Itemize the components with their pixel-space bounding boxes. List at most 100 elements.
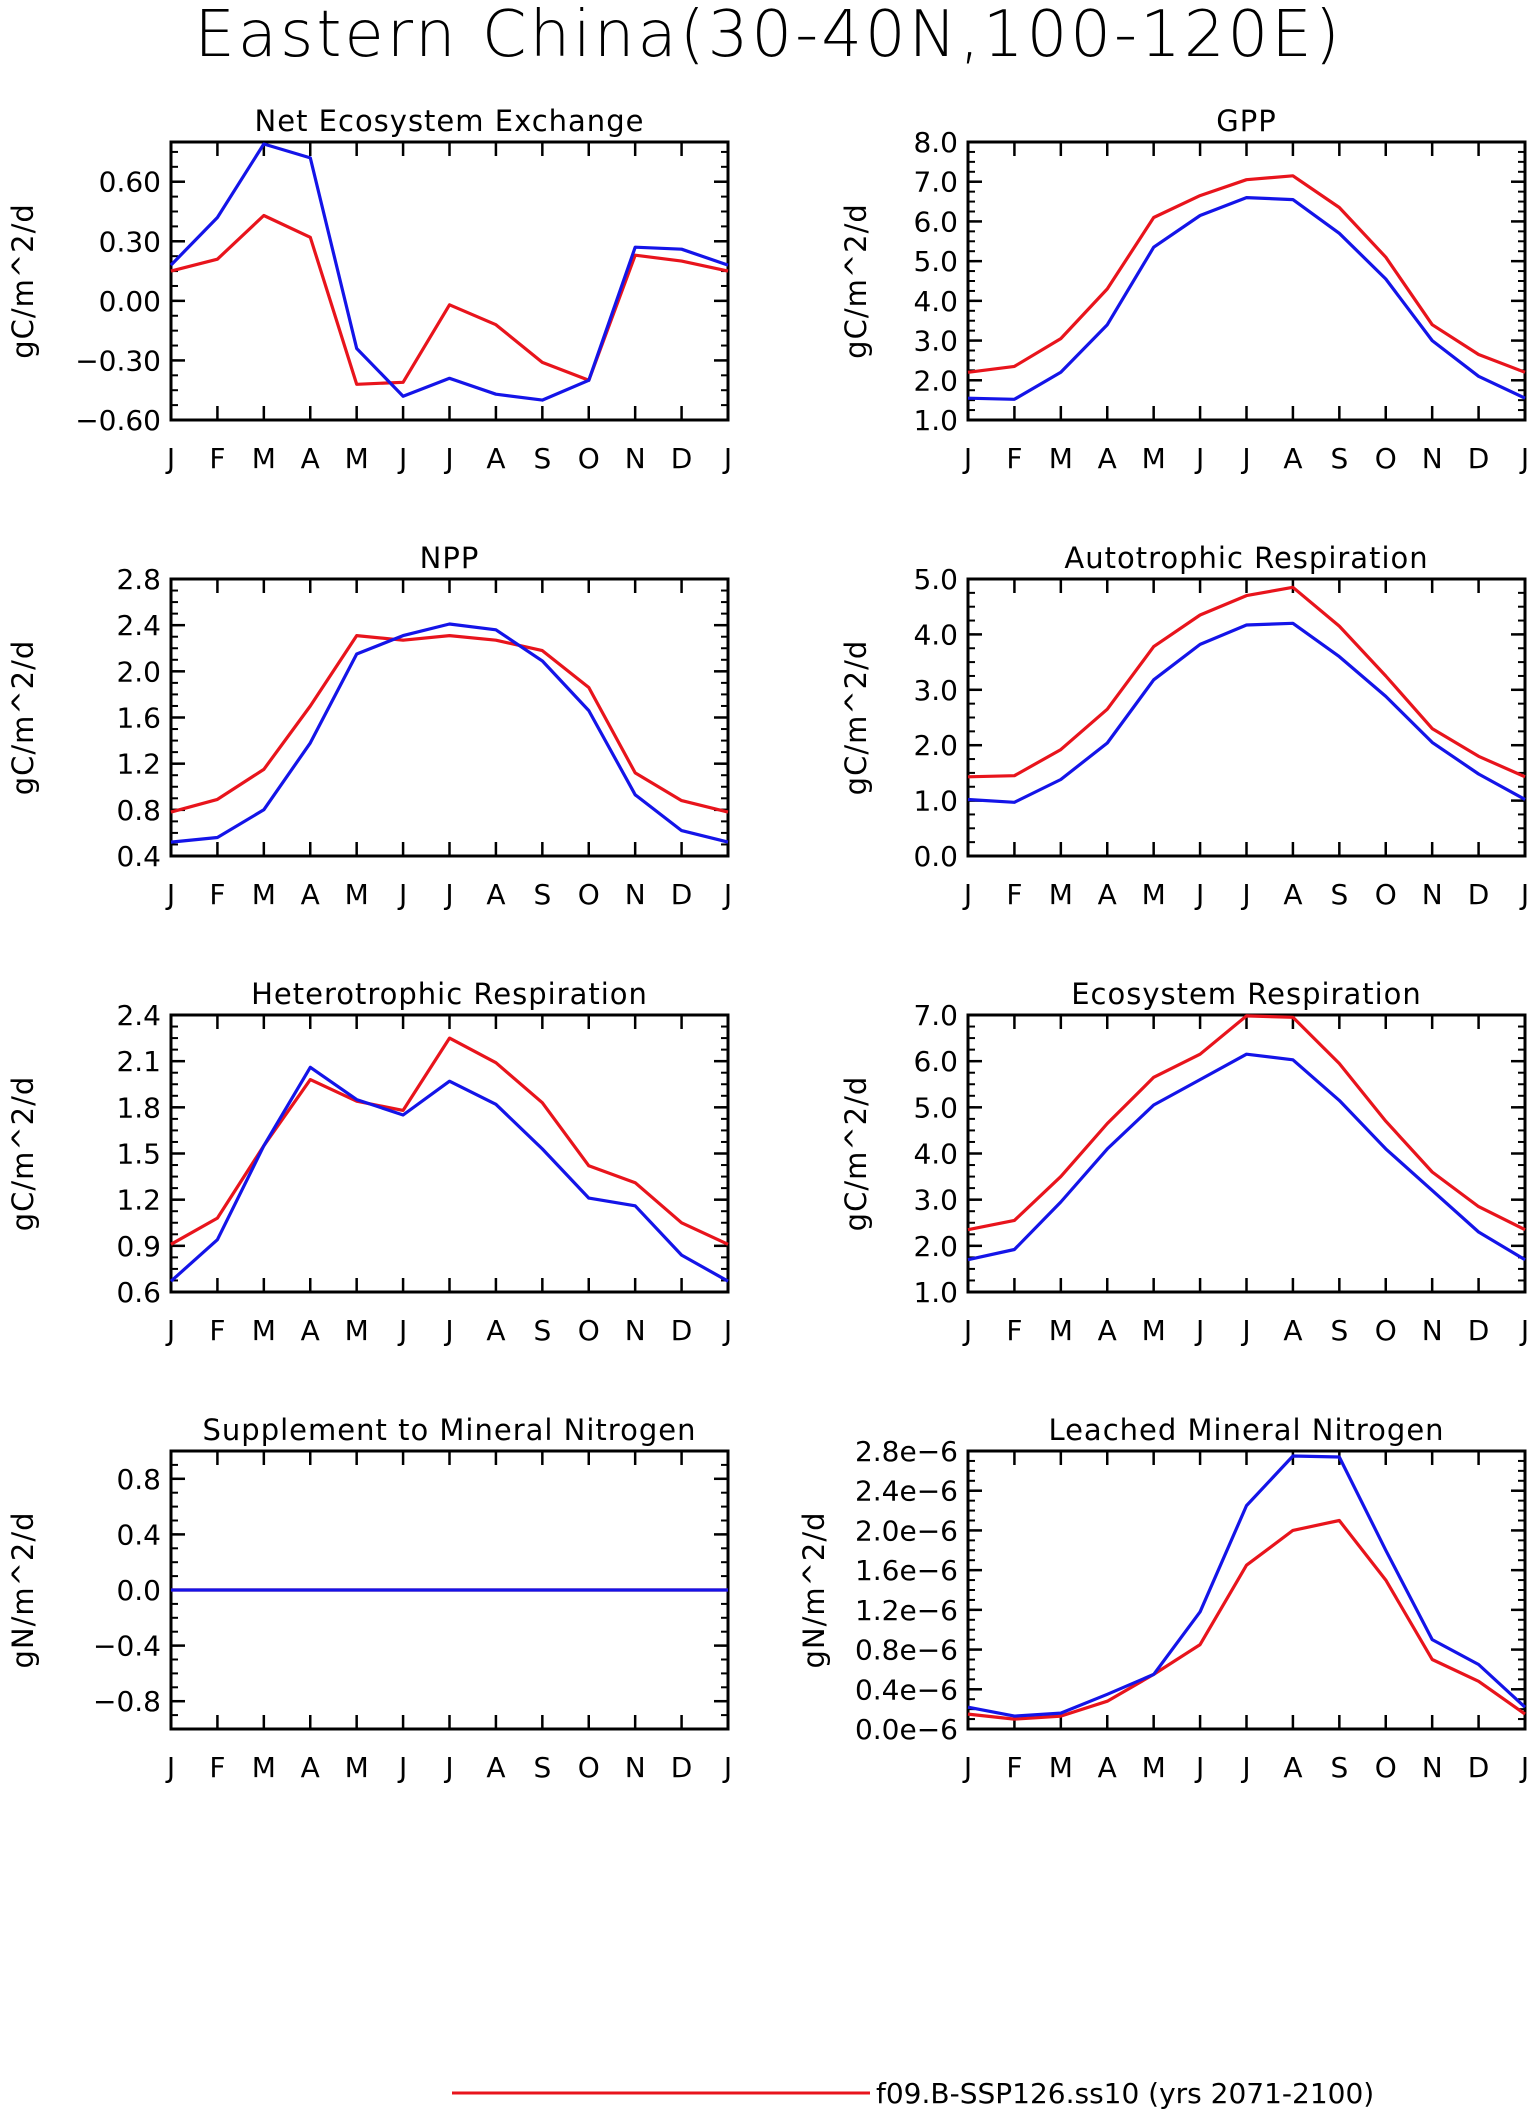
- legend-label: f09.B-SSP126.ss10 (yrs 2071-2100): [876, 2077, 1374, 2110]
- y-tick-label: 3.0: [913, 325, 958, 358]
- x-tick-label: A: [301, 878, 320, 911]
- panel-title: Leached Mineral Nitrogen: [1048, 1413, 1444, 1447]
- x-tick-label: J: [1519, 1751, 1529, 1784]
- chart-panels: Net Ecosystem Exchange gC/m^2/d −0.60 −0.30…: [6, 104, 1529, 1784]
- x-tick-label: A: [1283, 878, 1302, 911]
- y-tick-label: 2.4: [116, 609, 161, 642]
- x-tick-label: J: [397, 1314, 407, 1347]
- x-tick-label: M: [345, 1751, 369, 1784]
- y-tick-label: 2.4: [116, 999, 161, 1032]
- y-tick-label: 1.2e−6: [855, 1594, 958, 1627]
- x-tick-label: J: [722, 442, 732, 475]
- y-tick-label: 0.00: [99, 285, 161, 318]
- x-tick-label: J: [1194, 878, 1204, 911]
- x-tick-label: J: [1240, 878, 1250, 911]
- x-tick-label: A: [1098, 1751, 1117, 1784]
- y-tick-label: 0.60: [99, 166, 161, 199]
- x-tick-label: M: [1049, 878, 1073, 911]
- x-tick-label: J: [165, 442, 175, 475]
- x-tick-label: J: [1519, 442, 1529, 475]
- y-tick-label: 7.0: [913, 166, 958, 199]
- series-line-blue: [967, 1454, 1527, 1718]
- x-tick-label: N: [625, 878, 646, 911]
- x-tick-label: A: [1098, 442, 1117, 475]
- series-line-red: [170, 633, 729, 814]
- y-tick-label: 4.0: [913, 1138, 958, 1171]
- plot-frame: [966, 1013, 1527, 1294]
- y-tick-label: 3.0: [913, 1184, 958, 1217]
- y-tick-label: 5.0: [913, 563, 958, 596]
- y-axis-label: gN/m^2/d: [797, 1511, 831, 1668]
- y-tick-label: 1.0: [913, 404, 958, 437]
- x-tick-label: M: [252, 1314, 276, 1347]
- y-tick-label: −0.4: [93, 1630, 161, 1663]
- series-line-red: [967, 1518, 1526, 1721]
- x-tick-label: J: [1519, 1314, 1529, 1347]
- y-tick-label: 0.0: [116, 1574, 161, 1607]
- x-tick-label: F: [1006, 1314, 1022, 1347]
- series-line-blue: [169, 142, 729, 402]
- x-tick-label: O: [1375, 1751, 1397, 1784]
- x-tick-label: S: [1330, 442, 1348, 475]
- x-tick-label: J: [397, 442, 407, 475]
- panel-title: Heterotrophic Respiration: [251, 977, 648, 1011]
- x-tick-label: O: [578, 878, 600, 911]
- x-tick-label: J: [962, 442, 972, 475]
- x-tick-label: M: [1049, 442, 1073, 475]
- plot-frame: [966, 577, 1527, 858]
- y-tick-label: 0.4: [116, 840, 161, 873]
- x-tick-label: A: [1283, 442, 1302, 475]
- y-axis-label: gC/m^2/d: [839, 203, 873, 359]
- y-tick-label: 0.0: [913, 840, 958, 873]
- x-tick-label: M: [1142, 1314, 1166, 1347]
- panel: Leached Mineral Nitrogen gN/m^2/d 0.0e−6 0.…: [797, 1413, 1529, 1784]
- y-axis-label: gC/m^2/d: [6, 640, 40, 796]
- x-tick-label: M: [252, 1751, 276, 1784]
- y-tick-label: 0.8: [116, 794, 161, 827]
- panel: Heterotrophic Respiration gC/m^2/d 0.6 0.9 1…: [6, 977, 732, 1347]
- y-tick-label: 0.8: [116, 1463, 161, 1496]
- x-tick-label: M: [1142, 878, 1166, 911]
- series-line-red: [967, 174, 1526, 374]
- y-tick-label: 0.4e−6: [855, 1673, 958, 1706]
- series-line-red: [967, 1014, 1526, 1232]
- x-tick-label: D: [1468, 442, 1490, 475]
- panel-title: Net Ecosystem Exchange: [255, 104, 645, 138]
- x-tick-label: F: [1006, 878, 1022, 911]
- y-tick-label: 1.0: [913, 785, 958, 818]
- x-tick-label: A: [1283, 1314, 1302, 1347]
- panel-title: Ecosystem Respiration: [1071, 977, 1422, 1011]
- x-tick-label: J: [443, 1751, 453, 1784]
- x-tick-label: M: [345, 442, 369, 475]
- x-tick-label: A: [486, 1751, 505, 1784]
- x-tick-label: J: [165, 1314, 175, 1347]
- y-axis-label: gC/m^2/d: [839, 1076, 873, 1232]
- y-tick-label: −0.8: [93, 1685, 161, 1718]
- x-tick-label: J: [397, 1751, 407, 1784]
- x-tick-label: M: [252, 878, 276, 911]
- x-tick-label: A: [486, 442, 505, 475]
- x-tick-label: J: [443, 878, 453, 911]
- x-tick-label: J: [1240, 442, 1250, 475]
- y-axis-label: gC/m^2/d: [6, 1076, 40, 1232]
- y-tick-label: 0.4: [116, 1518, 161, 1551]
- x-tick-label: F: [1006, 442, 1022, 475]
- x-tick-label: D: [1468, 1314, 1490, 1347]
- y-tick-label: 1.5: [116, 1138, 161, 1171]
- x-tick-label: M: [252, 442, 276, 475]
- x-tick-label: J: [165, 1751, 175, 1784]
- x-tick-label: S: [533, 1314, 551, 1347]
- x-tick-label: S: [533, 878, 551, 911]
- y-tick-label: 2.1: [116, 1045, 161, 1078]
- y-axis-label: gC/m^2/d: [6, 203, 40, 359]
- x-tick-label: J: [443, 442, 453, 475]
- panel-title: NPP: [420, 541, 480, 575]
- series-line-red: [170, 213, 729, 386]
- y-tick-label: 2.0e−6: [855, 1514, 958, 1547]
- y-tick-label: 1.8: [116, 1091, 161, 1124]
- x-tick-label: D: [671, 1751, 693, 1784]
- panel: Supplement to Mineral Nitrogen gN/m^2/d −0…: [6, 1413, 732, 1784]
- y-tick-label: 6.0: [913, 1045, 958, 1078]
- series-line-blue: [170, 622, 729, 844]
